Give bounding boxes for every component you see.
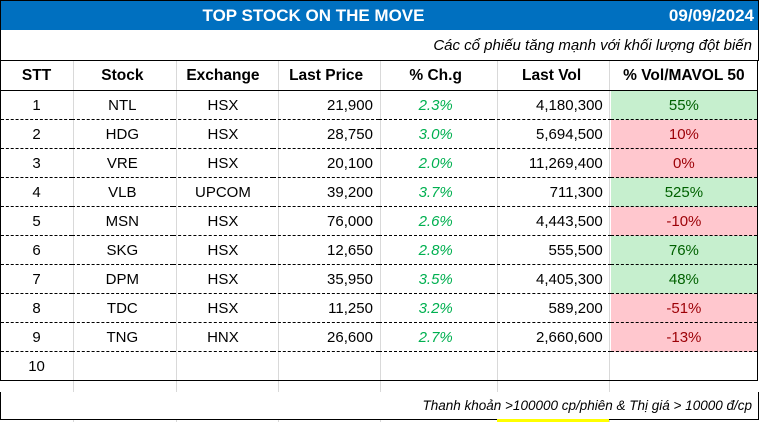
cell-vol-mavol[interactable]: 0% — [610, 148, 758, 178]
cell-exchange[interactable]: HSX — [172, 148, 274, 178]
stock-table: STT Stock Exchange Last Price % Ch.g Las… — [0, 61, 758, 381]
cell-last-vol[interactable]: 555,500 — [492, 235, 611, 265]
cell-last-price[interactable]: 76,000 — [273, 206, 379, 236]
cell-last-vol[interactable]: 589,200 — [492, 293, 611, 323]
cell-last-vol[interactable]: 5,694,500 — [492, 119, 611, 149]
cell-last-price[interactable]: 21,900 — [273, 90, 379, 120]
cell-vol-mavol[interactable]: 55% — [610, 90, 758, 120]
col-header-vol-mavol[interactable]: % Vol/MAVOL 50 — [610, 61, 758, 91]
cell-change[interactable]: 2.7% — [378, 322, 493, 352]
table-row: 9 TNG HNX 26,600 2.7% 2,660,600 -13% — [0, 322, 758, 352]
table-row: 8 TDC HSX 11,250 3.2% 589,200 -51% — [0, 293, 758, 323]
cell-last-vol[interactable]: 11,269,400 — [492, 148, 611, 178]
subtitle-text: Các cổ phiếu tăng mạnh với khối lượng độ… — [433, 37, 752, 54]
title-bar: TOP STOCK ON THE MOVE 09/09/2024 — [0, 0, 759, 31]
cell-stt[interactable]: 1 — [0, 90, 73, 120]
cell-stock[interactable]: SKG — [72, 235, 173, 265]
cell-exchange[interactable]: HNX — [172, 322, 274, 352]
table-row: 1 NTL HSX 21,900 2.3% 4,180,300 55% — [0, 90, 758, 120]
cell-stock[interactable]: TNG — [72, 322, 173, 352]
cell-last-price[interactable]: 26,600 — [273, 322, 379, 352]
cell-stock[interactable]: DPM — [72, 264, 173, 294]
cell-last-price[interactable]: 20,100 — [273, 148, 379, 178]
cell-last-vol[interactable] — [492, 351, 611, 381]
cell-change[interactable]: 3.2% — [378, 293, 493, 323]
cell-vol-mavol[interactable]: 76% — [610, 235, 758, 265]
col-header-last-vol[interactable]: Last Vol — [492, 61, 611, 91]
cell-exchange[interactable] — [172, 351, 274, 381]
cell-stock[interactable]: MSN — [72, 206, 173, 236]
cell-exchange[interactable]: HSX — [172, 90, 274, 120]
cell-change[interactable] — [378, 351, 493, 381]
cell-last-vol[interactable]: 4,405,300 — [492, 264, 611, 294]
cell-last-price[interactable]: 28,750 — [273, 119, 379, 149]
sheet-title: TOP STOCK ON THE MOVE — [202, 6, 425, 25]
cell-stt[interactable]: 10 — [0, 351, 73, 381]
cell-vol-mavol[interactable]: 48% — [610, 264, 758, 294]
cell-stt[interactable]: 6 — [0, 235, 73, 265]
cell-stt[interactable]: 9 — [0, 322, 73, 352]
cell-vol-mavol[interactable]: -10% — [610, 206, 758, 236]
cell-vol-mavol[interactable]: -51% — [610, 293, 758, 323]
cell-last-vol[interactable]: 4,443,500 — [492, 206, 611, 236]
cell-exchange[interactable]: HSX — [172, 119, 274, 149]
col-header-last-price[interactable]: Last Price — [273, 61, 379, 91]
cell-stt[interactable]: 5 — [0, 206, 73, 236]
cell-change[interactable]: 2.6% — [378, 206, 493, 236]
cell-stock[interactable]: NTL — [72, 90, 173, 120]
cell-exchange[interactable]: UPCOM — [172, 177, 274, 207]
cell-stt[interactable]: 7 — [0, 264, 73, 294]
table-row: 6 SKG HSX 12,650 2.8% 555,500 76% — [0, 235, 758, 265]
table-row: 7 DPM HSX 35,950 3.5% 4,405,300 48% — [0, 264, 758, 294]
cell-last-vol[interactable]: 4,180,300 — [492, 90, 611, 120]
cell-stock[interactable] — [72, 351, 173, 381]
cell-vol-mavol[interactable]: -13% — [610, 322, 758, 352]
table-row: 10 — [0, 351, 758, 381]
table-row: 4 VLB UPCOM 39,200 3.7% 711,300 525% — [0, 177, 758, 207]
cell-stt[interactable]: 2 — [0, 119, 73, 149]
cell-stt[interactable]: 8 — [0, 293, 73, 323]
cell-last-vol[interactable]: 711,300 — [492, 177, 611, 207]
cell-exchange[interactable]: HSX — [172, 264, 274, 294]
cell-change[interactable]: 2.0% — [378, 148, 493, 178]
header-row: STT Stock Exchange Last Price % Ch.g Las… — [0, 61, 758, 91]
table-row: 5 MSN HSX 76,000 2.6% 4,443,500 -10% — [0, 206, 758, 236]
cell-stock[interactable]: VLB — [72, 177, 173, 207]
cell-last-price[interactable] — [273, 351, 379, 381]
cell-change[interactable]: 3.0% — [378, 119, 493, 149]
cell-change[interactable]: 2.8% — [378, 235, 493, 265]
table-row: 2 HDG HSX 28,750 3.0% 5,694,500 10% — [0, 119, 758, 149]
cell-change[interactable]: 3.7% — [378, 177, 493, 207]
cell-stock[interactable]: TDC — [72, 293, 173, 323]
cell-exchange[interactable]: HSX — [172, 235, 274, 265]
col-header-stt[interactable]: STT — [0, 61, 73, 91]
cell-last-vol[interactable]: 2,660,600 — [492, 322, 611, 352]
cell-change[interactable]: 3.5% — [378, 264, 493, 294]
cell-vol-mavol[interactable]: 10% — [610, 119, 758, 149]
col-header-stock[interactable]: Stock — [72, 61, 173, 91]
cell-vol-mavol[interactable] — [610, 351, 758, 381]
cell-last-price[interactable]: 11,250 — [273, 293, 379, 323]
cell-stock[interactable]: HDG — [72, 119, 173, 149]
col-header-change[interactable]: % Ch.g — [378, 61, 493, 91]
cell-stt[interactable]: 4 — [0, 177, 73, 207]
cell-stock[interactable]: VRE — [72, 148, 173, 178]
highlighted-cell[interactable] — [497, 419, 609, 422]
col-header-exchange[interactable]: Exchange — [172, 61, 274, 91]
cell-last-price[interactable]: 39,200 — [273, 177, 379, 207]
cell-vol-mavol[interactable]: 525% — [610, 177, 758, 207]
subtitle-row: Các cổ phiếu tăng mạnh với khối lượng độ… — [0, 30, 759, 61]
footer-row: Thanh khoản >100000 cp/phiên & Thị giá >… — [0, 392, 759, 420]
cell-change[interactable]: 2.3% — [378, 90, 493, 120]
report-date: 09/09/2024 — [668, 6, 754, 25]
table-row: 3 VRE HSX 20,100 2.0% 11,269,400 0% — [0, 148, 758, 178]
cell-last-price[interactable]: 35,950 — [273, 264, 379, 294]
cell-last-price[interactable]: 12,650 — [273, 235, 379, 265]
cell-stt[interactable]: 3 — [0, 148, 73, 178]
cell-exchange[interactable]: HSX — [172, 206, 274, 236]
cell-exchange[interactable]: HSX — [172, 293, 274, 323]
footer-note: Thanh khoản >100000 cp/phiên & Thị giá >… — [422, 398, 752, 413]
